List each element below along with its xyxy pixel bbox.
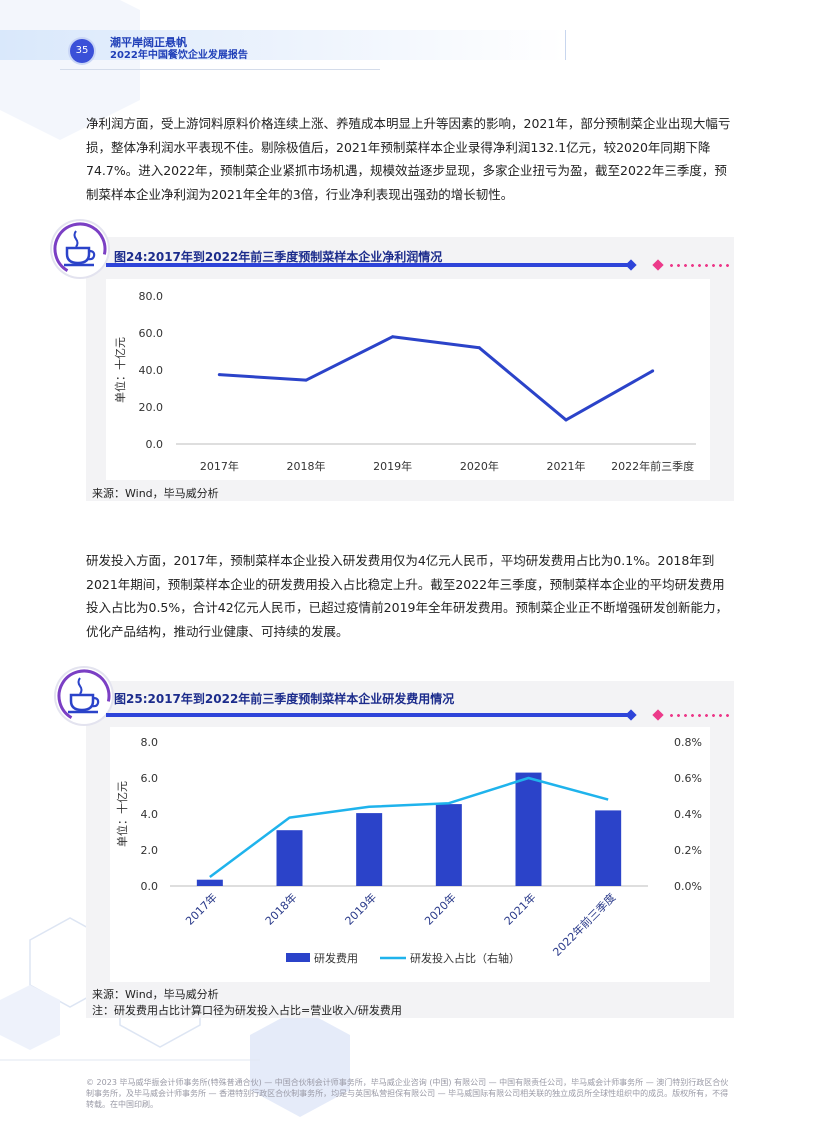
y-axis-label: 单位：十亿元 [113, 337, 127, 403]
y-tick-label: 0.0 [146, 438, 164, 451]
left-y-tick-label: 6.0 [141, 772, 159, 785]
figure-24-title-rule [106, 263, 630, 267]
rd-expense-bar [196, 879, 223, 886]
legend-line-label: 研发投入占比（右轴） [410, 951, 520, 965]
figure-25-chart-area: 0.0 2.0 4.0 6.0 8.0 0.0% 0.2% 0.4% 0.6% 0.8% 单位：十亿… [110, 727, 710, 982]
legend-bar-label: 研发费用 [314, 951, 358, 965]
page-number-badge: 35 [70, 39, 94, 63]
rd-ratio-series-line [209, 776, 609, 879]
header-divider [60, 69, 380, 70]
x-tick-label: 2021年 [501, 890, 538, 927]
coffee-cup-icon [53, 222, 107, 276]
y-tick-label: 40.0 [139, 364, 164, 377]
y-tick-label: 80.0 [139, 290, 164, 303]
report-header-title: 潮平岸阔正悬帆 [110, 36, 187, 49]
figure-24-source: 来源：Wind，毕马威分析 [92, 487, 219, 500]
paragraph-rd-investment: 研发投入方面，2017年，预制菜样本企业投入研发费用仅为4亿元人民币，平均研发费… [86, 553, 728, 639]
figure-25-title-rule [106, 713, 630, 717]
x-tick-label: 2020年 [460, 459, 499, 473]
rd-expense-bar [356, 813, 383, 886]
figure-24-title: 图24:2017年到2022年前三季度预制菜样本企业净利润情况 [114, 250, 443, 264]
figure-24-chart-area: 0.0 20.0 40.0 60.0 80.0 2017年 2018年 2019年 2020年 2… [106, 279, 710, 480]
figure-25-title: 图25:2017年到2022年前三季度预制菜样本企业研发费用情况 [114, 692, 455, 706]
paragraph-net-profit: 净利润方面，受上游饲料原料价格连续上涨、养殖成本明显上升等因素的影响，2021年… [86, 116, 731, 202]
net-profit-data-point [564, 418, 568, 422]
y-tick-label: 60.0 [139, 327, 164, 340]
net-profit-data-point [651, 369, 655, 373]
figure-25-source: 来源：Wind，毕马威分析 [92, 988, 219, 1001]
x-tick-label: 2020年 [421, 890, 458, 927]
footer-copyright: © 2023 毕马威华振会计师事务所(特殊普通合伙) — 中国合伙制会计师事务所… [86, 1078, 729, 1109]
right-y-tick-label: 0.2% [674, 844, 702, 857]
legend-bar-swatch [286, 953, 310, 962]
net-profit-line-chart: 0.0 20.0 40.0 60.0 80.0 2017年 2018年 2019年 2020年 2… [113, 290, 696, 473]
x-tick-label: 2017年 [200, 459, 239, 473]
rd-expense-bar [515, 772, 542, 886]
rd-expense-combo-chart: 0.0 2.0 4.0 6.0 8.0 0.0% 0.2% 0.4% 0.6% 0.8% 单位：十亿… [115, 736, 702, 965]
right-y-tick-label: 0.6% [674, 772, 702, 785]
left-y-tick-label: 8.0 [141, 736, 159, 749]
left-y-tick-label: 0.0 [141, 880, 159, 893]
x-tick-label: 2019年 [342, 890, 379, 927]
rd-expense-bar [276, 830, 303, 886]
rd-expense-bar [595, 810, 622, 886]
right-y-tick-label: 0.8% [674, 736, 702, 749]
x-tick-label: 2017年 [182, 890, 219, 927]
report-header-subtitle: 2022年中国餐饮企业发展报告 [110, 50, 248, 61]
figure-25-dotted-rule [668, 714, 732, 717]
header-band [0, 30, 566, 60]
right-y-tick-label: 0.0% [674, 880, 702, 893]
figure-25-note: 注：研发费用占比计算口径为研发投入占比=营业收入/研发费用 [92, 1004, 402, 1017]
x-tick-label: 2022年前三季度 [611, 459, 694, 473]
net-profit-series-line [219, 335, 654, 422]
x-tick-label: 2021年 [547, 459, 586, 473]
coffee-cup-icon [57, 669, 111, 723]
x-tick-label: 2018年 [262, 890, 299, 927]
net-profit-data-point [391, 335, 395, 339]
figure-24-dotted-rule [668, 264, 732, 267]
y-tick-label: 20.0 [139, 401, 164, 414]
net-profit-data-point [304, 378, 308, 382]
right-y-tick-label: 0.4% [674, 808, 702, 821]
left-y-tick-label: 4.0 [141, 808, 159, 821]
net-profit-data-point [477, 346, 481, 350]
figure-24-icon-circle [52, 221, 108, 277]
net-profit-data-point [217, 373, 221, 377]
x-tick-label: 2022年前三季度 [550, 890, 619, 959]
x-tick-label: 2019年 [373, 459, 412, 473]
x-tick-label: 2018年 [287, 459, 326, 473]
rd-expense-bar [435, 804, 462, 886]
y-axis-label: 单位：十亿元 [115, 781, 129, 847]
left-y-tick-label: 2.0 [141, 844, 159, 857]
figure-25-icon-circle [56, 668, 112, 724]
